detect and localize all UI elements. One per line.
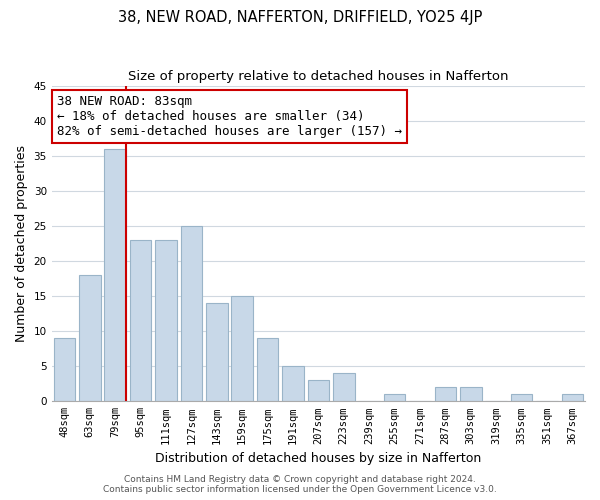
Bar xyxy=(460,388,482,402)
Text: 38 NEW ROAD: 83sqm
← 18% of detached houses are smaller (34)
82% of semi-detache: 38 NEW ROAD: 83sqm ← 18% of detached hou… xyxy=(57,95,402,138)
Bar xyxy=(155,240,177,402)
Bar xyxy=(562,394,583,402)
Bar xyxy=(384,394,406,402)
Bar xyxy=(53,338,75,402)
Title: Size of property relative to detached houses in Nafferton: Size of property relative to detached ho… xyxy=(128,70,509,83)
Bar xyxy=(232,296,253,402)
Bar xyxy=(206,303,227,402)
Y-axis label: Number of detached properties: Number of detached properties xyxy=(15,145,28,342)
Bar xyxy=(282,366,304,402)
Bar xyxy=(181,226,202,402)
Bar xyxy=(104,148,126,402)
Bar xyxy=(434,388,456,402)
Bar xyxy=(511,394,532,402)
Bar xyxy=(333,373,355,402)
Bar xyxy=(257,338,278,402)
Text: Contains HM Land Registry data © Crown copyright and database right 2024.
Contai: Contains HM Land Registry data © Crown c… xyxy=(103,474,497,494)
Bar xyxy=(130,240,151,402)
X-axis label: Distribution of detached houses by size in Nafferton: Distribution of detached houses by size … xyxy=(155,452,481,465)
Bar xyxy=(308,380,329,402)
Bar xyxy=(79,275,101,402)
Text: 38, NEW ROAD, NAFFERTON, DRIFFIELD, YO25 4JP: 38, NEW ROAD, NAFFERTON, DRIFFIELD, YO25… xyxy=(118,10,482,25)
